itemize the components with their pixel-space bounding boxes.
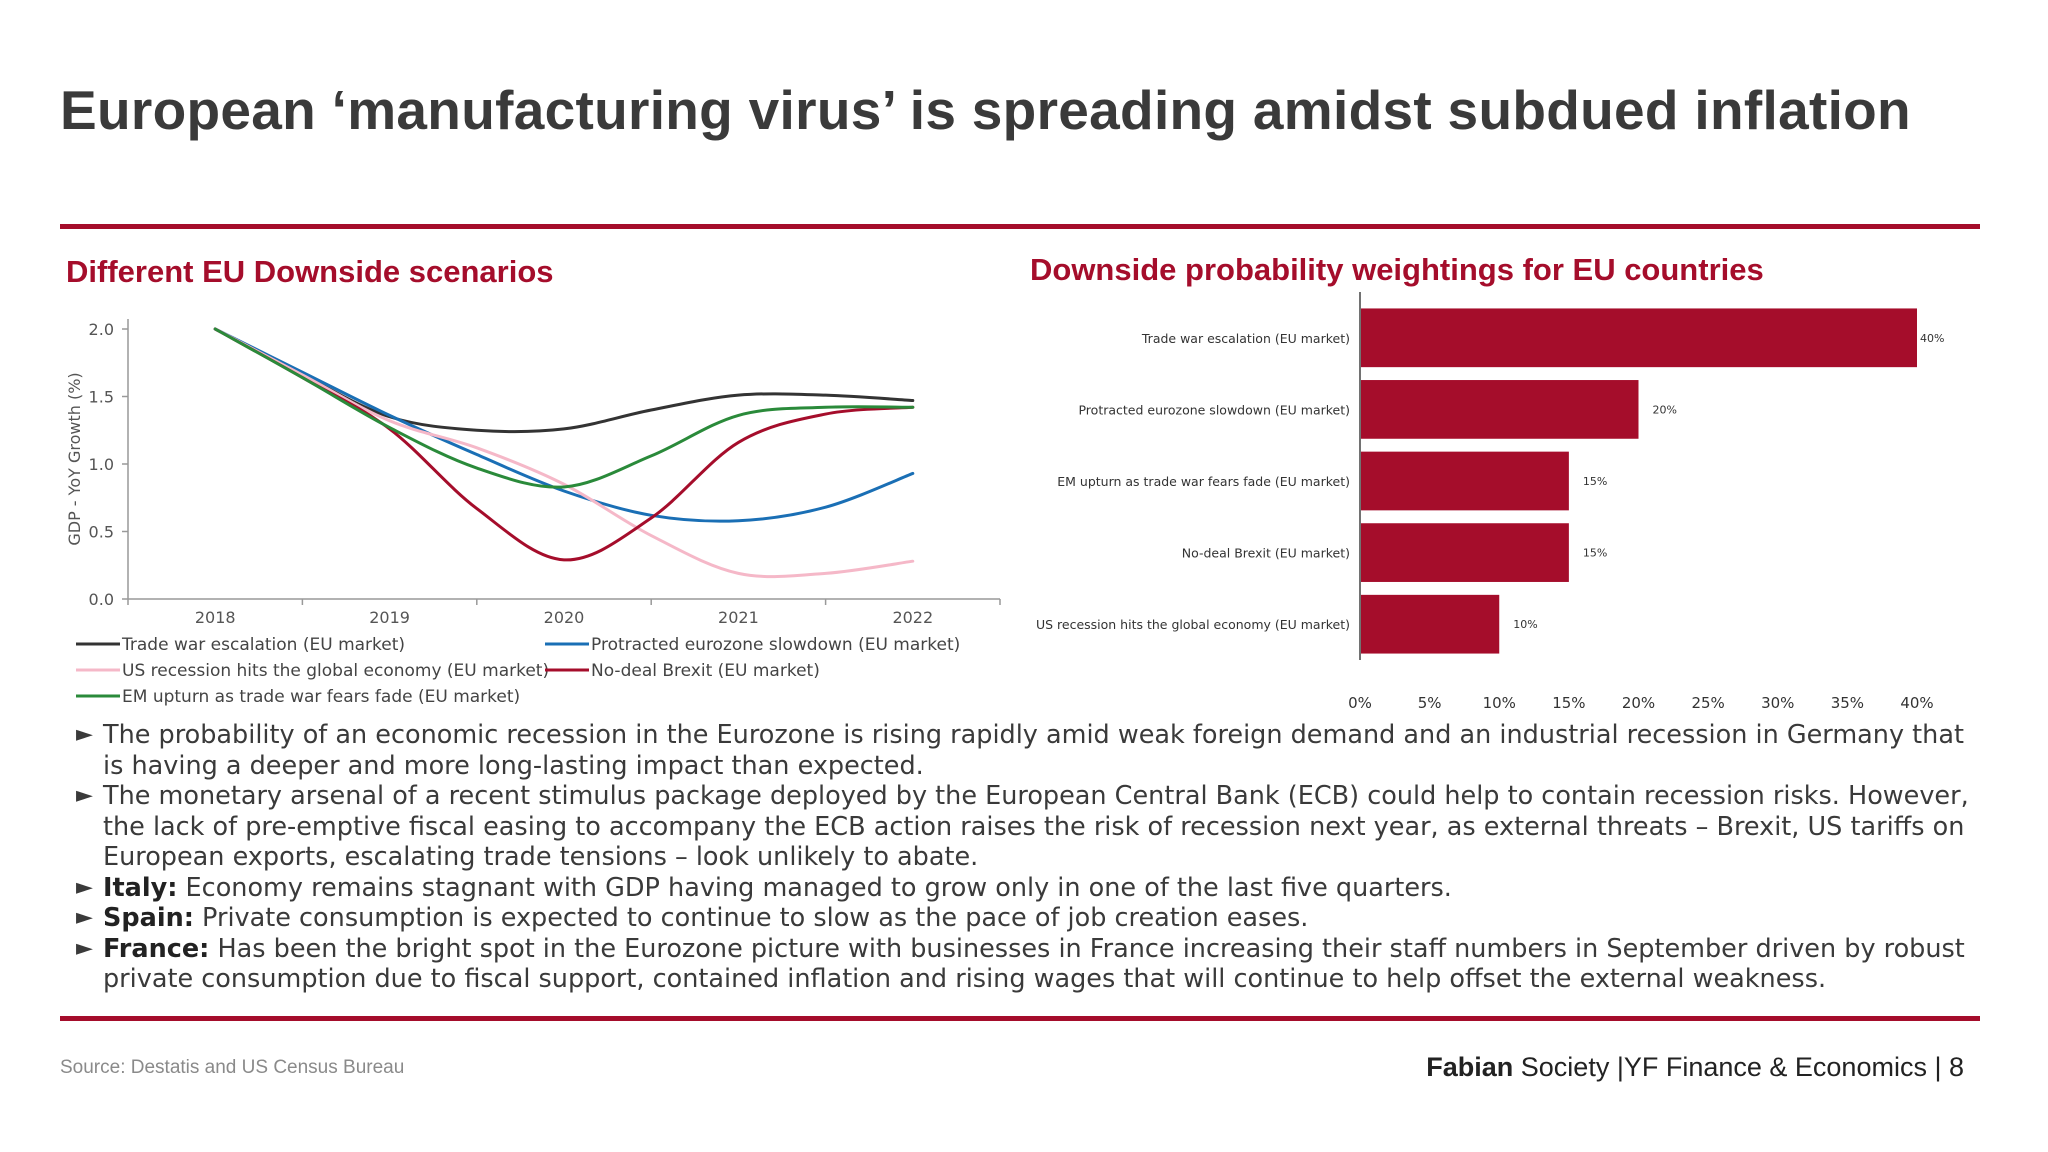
bullet-lead: Italy: <box>103 872 178 903</box>
bar-chart-title: Downside probability weightings for EU c… <box>1030 252 1764 287</box>
bar <box>1361 451 1569 511</box>
legend-label: Trade war escalation (EU market) <box>121 635 405 655</box>
line-chart-title: Different EU Downside scenarios <box>66 254 554 289</box>
top-divider <box>60 224 1980 229</box>
bar <box>1361 594 1500 654</box>
bar-category-label: Protracted eurozone slowdown (EU market) <box>1078 402 1350 417</box>
y-tick-label: 0.5 <box>89 523 114 542</box>
bullet-lead: Spain: <box>103 903 194 933</box>
bullet-item: ► Italy: Economy remains stagnant with GD… <box>76 873 1976 904</box>
footer-text: Society |YF Finance & Economics | 8 <box>1513 1052 1964 1082</box>
bar-x-tick-label: 0% <box>1348 694 1372 712</box>
bullet-lead: France: <box>103 933 210 964</box>
bullet-text: Economy remains stagnant with GDP having… <box>177 872 1452 903</box>
x-tick-label: 2021 <box>718 608 759 627</box>
y-axis-title: GDP - YoY Growth (%) <box>65 372 84 545</box>
bar-x-tick-label: 5% <box>1418 694 1442 712</box>
y-tick-label: 2.0 <box>89 320 114 339</box>
bullet-text: Private consumption is expected to conti… <box>193 903 1309 933</box>
bar <box>1361 308 1917 368</box>
y-tick-label: 1.0 <box>89 455 114 474</box>
legend-label: EM upturn as trade war fears fade (EU ma… <box>122 687 520 707</box>
slide-title: European ‘manufacturing virus’ is spread… <box>60 79 1911 141</box>
bar-x-tick-label: 10% <box>1483 694 1516 712</box>
bar-data-label: 10% <box>1513 618 1537 631</box>
bullet-text: Has been the bright spot in the Eurozone… <box>103 933 1965 995</box>
series-line <box>213 327 915 579</box>
bar-x-tick-label: 30% <box>1761 694 1794 712</box>
bullet-item: ► The monetary arsenal of a recent stimul… <box>76 781 1976 873</box>
series-line <box>213 327 915 562</box>
bar-x-tick-label: 35% <box>1831 694 1864 712</box>
bar-data-label: 15% <box>1583 547 1607 560</box>
bar <box>1361 380 1639 439</box>
bar-category-label: No-deal Brexit (EU market) <box>1182 546 1350 561</box>
x-tick-label: 2022 <box>892 608 933 627</box>
bullet-arrow-icon: ► <box>76 783 93 808</box>
bar-x-tick-label: 25% <box>1691 694 1724 712</box>
bullet-text: The monetary arsenal of a recent stimulu… <box>103 781 1969 872</box>
legend-label: Protracted eurozone slowdown (EU market) <box>591 635 960 655</box>
x-tick-label: 2019 <box>369 608 410 627</box>
bar-category-label: US recession hits the global economy (EU… <box>1036 617 1350 632</box>
bullet-text: The probability of an economic recession… <box>103 720 1964 781</box>
bar-x-tick-label: 15% <box>1552 694 1585 712</box>
bar-data-label: 15% <box>1583 475 1607 488</box>
x-tick-label: 2020 <box>544 608 585 627</box>
bar <box>1361 523 1569 582</box>
x-tick-label: 2018 <box>195 608 236 627</box>
legend-label: No-deal Brexit (EU market) <box>591 661 820 681</box>
legend-label: US recession hits the global economy (EU… <box>122 661 549 681</box>
series-line <box>213 327 915 523</box>
bullet-item: ► The probability of an economic recessio… <box>76 720 1976 781</box>
bullet-arrow-icon: ► <box>76 874 93 900</box>
y-tick-label: 0.0 <box>89 590 114 609</box>
bar-data-label: 20% <box>1653 403 1677 416</box>
bar-chart: Trade war escalation (EU market) 40% Protr… <box>1036 292 1944 712</box>
bottom-divider <box>60 1016 1980 1021</box>
bullet-arrow-icon: ► <box>76 935 93 961</box>
bar-category-label: Trade war escalation (EU market) <box>1141 331 1350 346</box>
bullet-item: ► France: Has been the bright spot in the… <box>76 934 1976 995</box>
footer-brand: Fabian <box>1426 1052 1514 1082</box>
bar-x-tick-label: 40% <box>1900 694 1933 712</box>
series-line <box>213 327 915 489</box>
bullet-list: ► The probability of an economic recessio… <box>76 720 1976 995</box>
y-tick-label: 1.5 <box>89 388 114 407</box>
bullet-arrow-icon: ► <box>76 722 93 747</box>
source-note: Source: Destatis and US Census Bureau <box>60 1057 405 1078</box>
bar-category-label: EM upturn as trade war fears fade (EU ma… <box>1057 474 1350 489</box>
bar-data-label: 40% <box>1920 332 1944 345</box>
footer: Fabian Society |YF Finance & Economics |… <box>1426 1052 1964 1083</box>
line-chart: 0.0 0.5 1.0 1.5 2.0 2018 2019 2020 2021 2022 GDP -… <box>65 319 1001 707</box>
bullet-item: ► Spain: Private consumption is expected … <box>76 903 1976 934</box>
bar-x-tick-label: 20% <box>1622 694 1655 712</box>
bullet-arrow-icon: ► <box>76 905 93 930</box>
